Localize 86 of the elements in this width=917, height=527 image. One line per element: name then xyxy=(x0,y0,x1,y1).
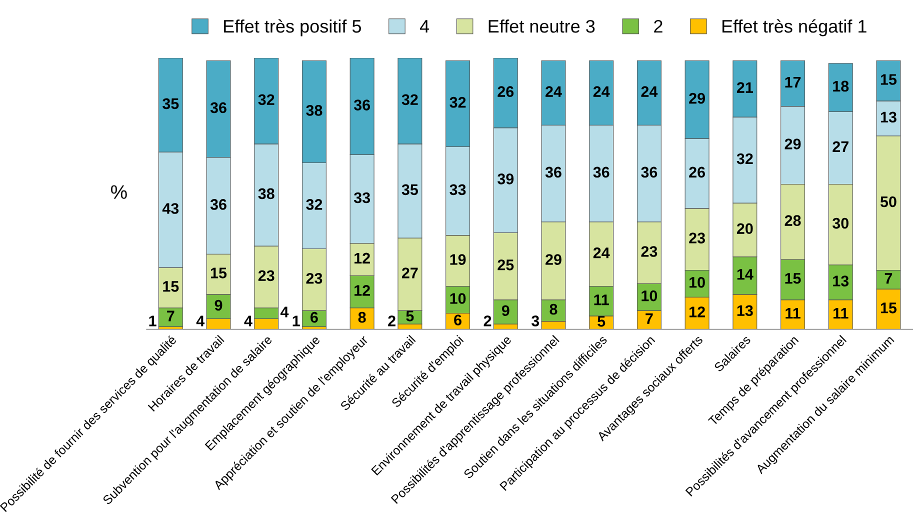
data-label: 32 xyxy=(306,199,322,210)
data-label: 32 xyxy=(450,96,466,108)
data-label: 33 xyxy=(450,184,466,196)
data-label: 50 xyxy=(880,196,896,208)
data-label: 24 xyxy=(593,247,610,258)
data-label: 15 xyxy=(880,74,897,85)
data-label: 20 xyxy=(736,223,753,234)
legend-label: Effet très négatif 1 xyxy=(722,19,866,36)
data-label: 36 xyxy=(593,166,610,178)
legend-label: Effet très positif 5 xyxy=(224,19,362,36)
data-label: 8 xyxy=(358,312,366,323)
data-label: 10 xyxy=(642,290,658,302)
legend-label: 4 xyxy=(420,20,430,33)
data-label: 27 xyxy=(402,268,418,278)
data-label: 36 xyxy=(210,102,226,114)
data-label: 1 xyxy=(149,316,156,326)
data-label: 28 xyxy=(784,215,801,226)
data-label: 4 xyxy=(196,316,205,326)
data-label: 13 xyxy=(833,276,849,286)
data-label: 36 xyxy=(641,166,658,178)
data-label: 6 xyxy=(454,314,462,326)
data-label: 4 xyxy=(244,316,252,326)
data-label: 7 xyxy=(646,313,653,324)
data-label: 12 xyxy=(690,306,705,318)
data-label: 26 xyxy=(689,166,706,178)
data-label: 17 xyxy=(785,76,801,88)
data-label: 11 xyxy=(834,308,848,319)
data-label: 1 xyxy=(292,316,300,326)
data-label: 11 xyxy=(594,294,610,306)
data-label: 30 xyxy=(832,218,848,229)
data-label: 24 xyxy=(546,86,562,97)
data-label: 5 xyxy=(406,310,414,322)
data-label: 21 xyxy=(736,82,753,93)
legend-label: Effet neutre 3 xyxy=(488,19,595,33)
data-label: 8 xyxy=(550,304,558,315)
data-label: 35 xyxy=(162,98,179,110)
data-label: 33 xyxy=(354,192,370,204)
data-label: 32 xyxy=(402,94,418,106)
data-label: 36 xyxy=(210,199,226,210)
data-label: 36 xyxy=(354,100,370,110)
data-label: 38 xyxy=(306,104,322,116)
data-label: 15 xyxy=(210,268,227,278)
data-label: 13 xyxy=(737,305,753,316)
data-label: 12 xyxy=(354,252,370,264)
data-label: 35 xyxy=(402,184,418,196)
data-label: 43 xyxy=(162,203,179,214)
data-label: 29 xyxy=(546,254,562,265)
data-label: 7 xyxy=(167,310,174,322)
data-label: 29 xyxy=(689,92,705,104)
data-label: 36 xyxy=(545,166,562,178)
data-label: 10 xyxy=(690,276,705,288)
data-label: 15 xyxy=(785,273,801,284)
data-label: 15 xyxy=(880,302,897,314)
data-label: 6 xyxy=(310,312,318,323)
data-label: 27 xyxy=(832,141,848,152)
data-label: 4 xyxy=(280,306,289,318)
data-label: 24 xyxy=(593,86,610,97)
data-label: 19 xyxy=(450,254,466,265)
data-label: 15 xyxy=(163,281,179,292)
data-label: 23 xyxy=(306,272,322,284)
data-label: 25 xyxy=(498,260,514,270)
data-label: 18 xyxy=(833,80,849,92)
data-label: 10 xyxy=(450,293,466,304)
data-label: 2 xyxy=(388,316,396,326)
data-label: 24 xyxy=(641,86,658,97)
data-label: 23 xyxy=(258,270,274,282)
data-label: 9 xyxy=(502,305,510,316)
data-label: 32 xyxy=(258,94,274,106)
data-label: 39 xyxy=(497,174,514,184)
legend-label: 2 xyxy=(654,20,662,33)
data-label: 32 xyxy=(736,153,753,164)
data-label: 14 xyxy=(737,269,754,280)
data-label: 26 xyxy=(498,86,514,98)
data-label: 3 xyxy=(531,316,540,326)
data-label: 2 xyxy=(484,316,492,326)
data-label: 23 xyxy=(641,246,658,257)
data-label: 5 xyxy=(598,316,606,327)
data-label: 12 xyxy=(354,285,370,296)
data-label: 9 xyxy=(214,300,222,311)
data-label: 38 xyxy=(258,188,274,200)
data-label: 11 xyxy=(786,308,800,319)
data-label: 23 xyxy=(689,232,706,244)
y-axis-title: % xyxy=(110,185,127,199)
data-label: 7 xyxy=(884,273,892,284)
data-label: 29 xyxy=(784,138,801,150)
data-label: 13 xyxy=(880,112,896,123)
